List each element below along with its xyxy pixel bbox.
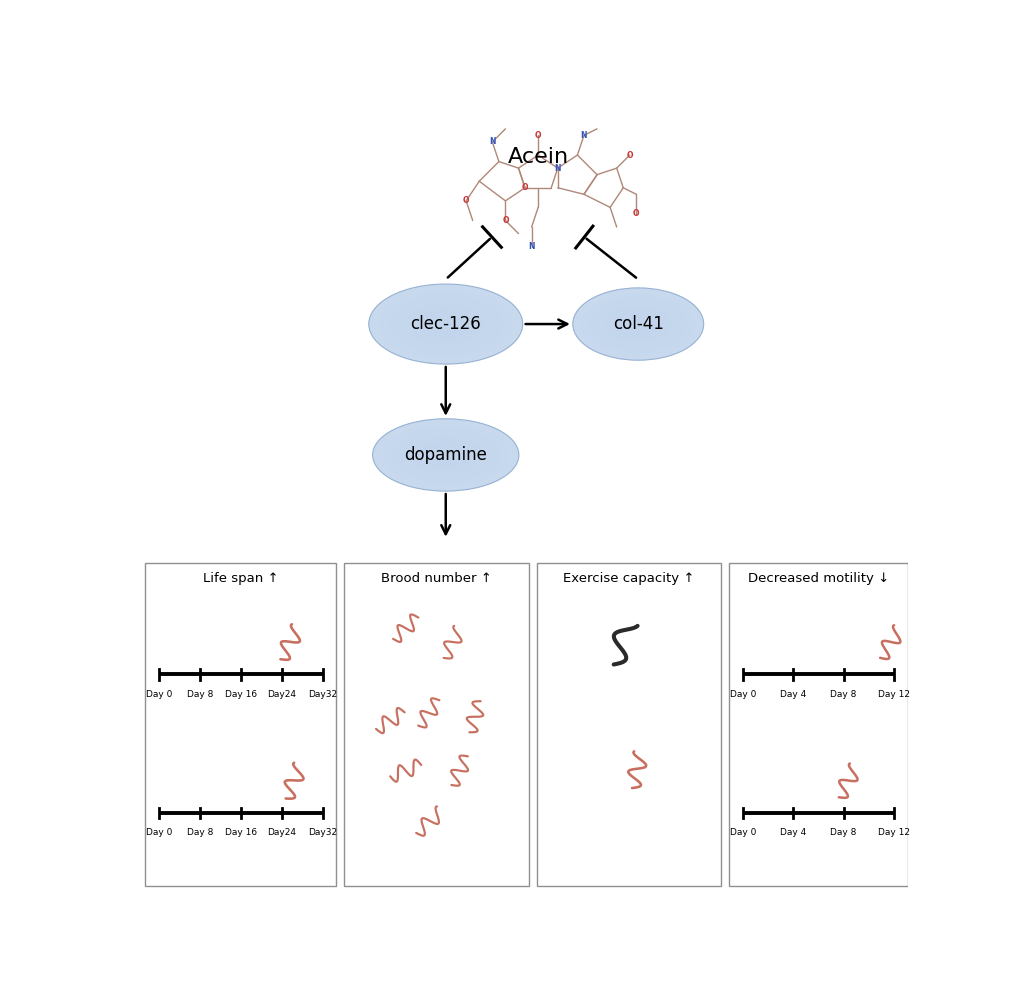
- Ellipse shape: [381, 423, 510, 487]
- Ellipse shape: [378, 289, 513, 359]
- Ellipse shape: [436, 450, 454, 459]
- Text: col-41: col-41: [612, 315, 663, 333]
- Text: Day 8: Day 8: [186, 690, 213, 699]
- Text: Day32: Day32: [308, 828, 337, 837]
- Ellipse shape: [605, 306, 671, 342]
- Ellipse shape: [390, 428, 500, 482]
- Ellipse shape: [426, 314, 465, 334]
- Ellipse shape: [427, 446, 464, 464]
- Text: Day 16: Day 16: [224, 828, 257, 837]
- Text: Day 0: Day 0: [146, 828, 172, 837]
- Text: Day 0: Day 0: [146, 690, 172, 699]
- Ellipse shape: [372, 419, 519, 491]
- FancyBboxPatch shape: [536, 563, 720, 886]
- Text: N: N: [528, 242, 534, 251]
- Text: N: N: [488, 137, 495, 146]
- Text: Day 0: Day 0: [729, 690, 755, 699]
- Text: Day 8: Day 8: [829, 828, 856, 837]
- Text: Day 16: Day 16: [224, 690, 257, 699]
- Ellipse shape: [397, 299, 493, 349]
- Text: Exercise capacity ↑: Exercise capacity ↑: [562, 572, 694, 585]
- Text: Day 4: Day 4: [780, 828, 806, 837]
- Ellipse shape: [369, 284, 523, 364]
- Text: dopamine: dopamine: [404, 446, 487, 464]
- Text: Decreased motility ↓: Decreased motility ↓: [747, 572, 889, 585]
- Ellipse shape: [418, 441, 473, 469]
- Text: Day 12: Day 12: [877, 828, 909, 837]
- Text: O: O: [463, 196, 469, 205]
- Text: Day 12: Day 12: [877, 690, 909, 699]
- Ellipse shape: [372, 419, 519, 491]
- Text: Day 8: Day 8: [829, 690, 856, 699]
- Text: Day32: Day32: [308, 690, 337, 699]
- FancyBboxPatch shape: [146, 563, 336, 886]
- Ellipse shape: [589, 297, 687, 351]
- Ellipse shape: [630, 320, 646, 329]
- Ellipse shape: [417, 309, 474, 339]
- Ellipse shape: [622, 315, 654, 333]
- Text: Day 8: Day 8: [186, 828, 213, 837]
- Ellipse shape: [573, 288, 703, 360]
- Text: N: N: [580, 131, 587, 140]
- Text: clec-126: clec-126: [410, 315, 481, 333]
- Text: Day24: Day24: [267, 828, 296, 837]
- Text: O: O: [522, 183, 528, 192]
- Ellipse shape: [613, 310, 662, 338]
- Text: O: O: [501, 216, 508, 225]
- Text: Day24: Day24: [267, 690, 296, 699]
- Text: Life span ↑: Life span ↑: [203, 572, 278, 585]
- Ellipse shape: [387, 294, 503, 354]
- Text: O: O: [626, 151, 633, 160]
- Ellipse shape: [597, 301, 679, 347]
- Text: O: O: [633, 209, 639, 218]
- Text: Brood number ↑: Brood number ↑: [381, 572, 491, 585]
- Text: Acein: Acein: [507, 147, 569, 167]
- Ellipse shape: [581, 292, 695, 356]
- FancyBboxPatch shape: [343, 563, 529, 886]
- Text: Day 0: Day 0: [729, 828, 755, 837]
- Ellipse shape: [409, 437, 482, 473]
- Text: O: O: [534, 131, 541, 140]
- Ellipse shape: [436, 319, 454, 329]
- Ellipse shape: [369, 284, 523, 364]
- Text: N: N: [554, 164, 560, 173]
- Ellipse shape: [399, 432, 491, 478]
- FancyBboxPatch shape: [729, 563, 907, 886]
- Text: Day 4: Day 4: [780, 690, 806, 699]
- Ellipse shape: [573, 288, 703, 360]
- Ellipse shape: [407, 304, 484, 344]
